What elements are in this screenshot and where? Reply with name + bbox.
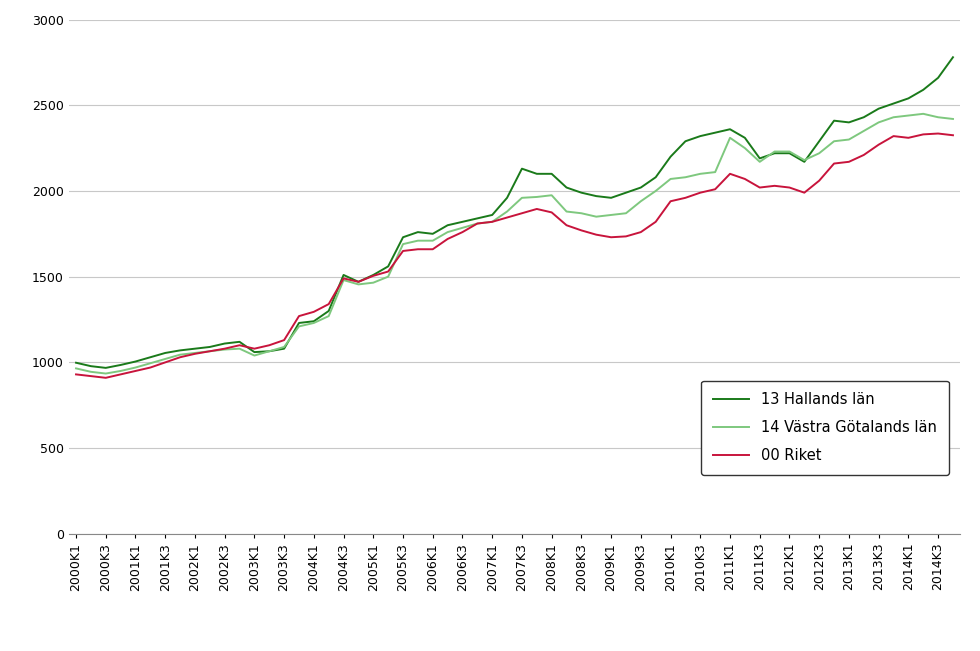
14 Västra Götalands län — [338, 276, 350, 284]
13 Hallands län — [947, 53, 958, 61]
14 Västra Götalands län — [917, 110, 929, 118]
00 Riket — [382, 268, 394, 275]
13 Hallands län — [233, 338, 245, 346]
00 Riket — [100, 374, 112, 381]
13 Hallands län — [338, 271, 350, 279]
Line: 14 Västra Götalands län: 14 Västra Götalands län — [76, 114, 953, 374]
14 Västra Götalands län — [308, 319, 319, 327]
14 Västra Götalands län — [71, 365, 82, 372]
13 Hallands län — [308, 317, 319, 325]
14 Västra Götalands län — [382, 273, 394, 281]
00 Riket — [932, 130, 944, 137]
00 Riket — [233, 341, 245, 349]
00 Riket — [635, 229, 647, 236]
13 Hallands län — [71, 359, 82, 367]
13 Hallands län — [382, 262, 394, 270]
13 Hallands län — [100, 364, 112, 372]
14 Västra Götalands län — [947, 115, 958, 123]
Line: 00 Riket: 00 Riket — [76, 133, 953, 378]
00 Riket — [947, 132, 958, 139]
14 Västra Götalands län — [100, 370, 112, 378]
14 Västra Götalands län — [368, 279, 379, 286]
00 Riket — [368, 272, 379, 280]
Line: 13 Hallands län: 13 Hallands län — [76, 57, 953, 368]
13 Hallands län — [368, 271, 379, 279]
00 Riket — [308, 308, 319, 316]
14 Västra Götalands län — [233, 345, 245, 353]
00 Riket — [71, 370, 82, 378]
00 Riket — [338, 275, 350, 283]
13 Hallands län — [635, 184, 647, 191]
Legend: 13 Hallands län, 14 Västra Götalands län, 00 Riket: 13 Hallands län, 14 Västra Götalands län… — [702, 381, 949, 475]
14 Västra Götalands län — [635, 197, 647, 205]
